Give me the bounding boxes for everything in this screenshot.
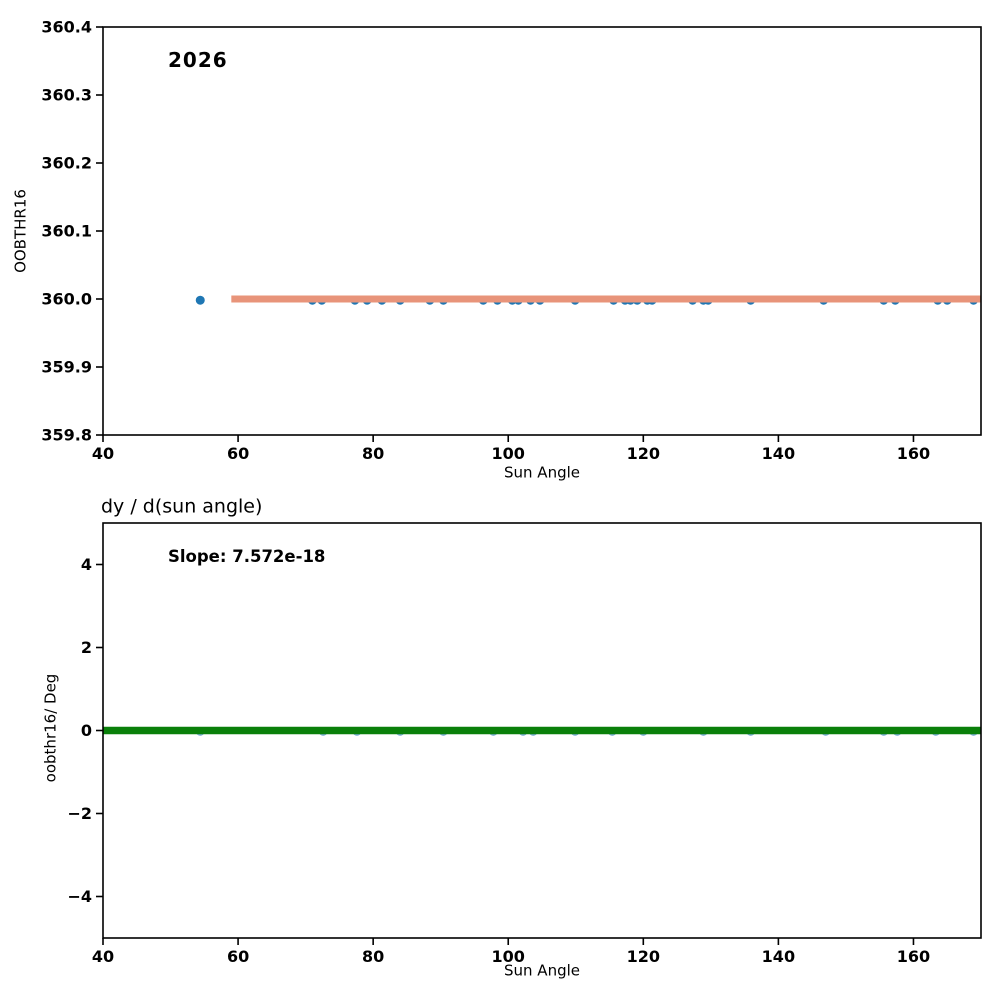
x-tick-label: 100 <box>492 947 525 966</box>
y-tick-label: 4 <box>81 555 92 574</box>
x-tick-label: 140 <box>762 444 795 463</box>
y-tick-label: 360.4 <box>41 18 92 37</box>
x-tick-label: 120 <box>627 444 660 463</box>
y-tick-label: 359.8 <box>41 426 92 445</box>
plot-spines <box>102 26 982 436</box>
y-tick-label: 2 <box>81 638 92 657</box>
bottom-chart-slope-annotation: Slope: 7.572e-18 <box>168 546 326 566</box>
x-tick-label: 160 <box>897 947 930 966</box>
x-tick-label: 160 <box>897 444 930 463</box>
top-chart: 40 60 80 100 120 140 160 359.8 359.9 360.0 360.1 36… <box>41 18 982 463</box>
bottom-chart-y-axis-label: oobthr16/ Deg <box>41 673 60 783</box>
x-tick-label: 60 <box>227 947 249 966</box>
y-tick-label: 359.9 <box>41 358 92 377</box>
y-tick-label: 0 <box>81 721 92 740</box>
bottom-chart: 40 60 80 100 120 140 160 −4 −2 0 2 4 <box>67 522 982 966</box>
x-tick-label: 80 <box>362 444 384 463</box>
bottom-chart-x-axis-label: Sun Angle <box>504 961 580 980</box>
x-tick-label: 60 <box>227 444 249 463</box>
top-chart-x-axis-label: Sun Angle <box>504 463 580 482</box>
y-tick-label: 360.2 <box>41 154 92 173</box>
oobthr16-points-dot <box>195 295 205 305</box>
y-tick-label: 360.0 <box>41 290 92 309</box>
y-tick-label: −4 <box>67 887 92 906</box>
x-tick-label: 40 <box>92 947 114 966</box>
x-tick-label: 80 <box>362 947 384 966</box>
x-tick-label: 140 <box>762 947 795 966</box>
bottom-chart-title: dy / d(sun angle) <box>101 495 263 518</box>
x-tick-label: 120 <box>627 947 660 966</box>
x-tick-label: 40 <box>92 444 114 463</box>
top-chart-y-axis-label: OOBTHR16 <box>11 189 30 273</box>
y-tick-label: −2 <box>67 804 92 823</box>
y-tick-label: 360.1 <box>41 222 92 241</box>
y-tick-label: 360.3 <box>41 86 92 105</box>
x-tick-label: 100 <box>492 444 525 463</box>
top-chart-year-annotation: 2026 <box>168 48 228 72</box>
